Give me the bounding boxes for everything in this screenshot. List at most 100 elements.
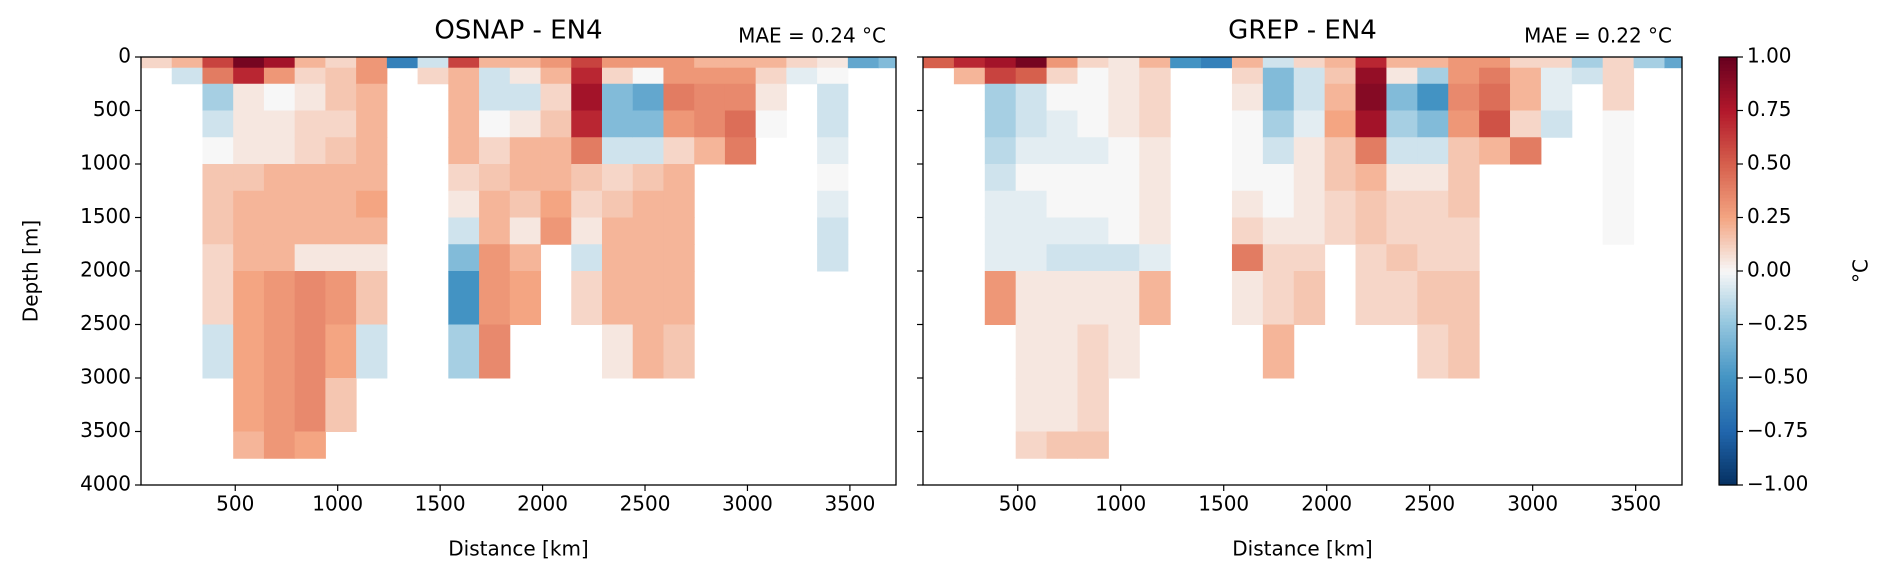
heatmap-cell <box>984 110 1017 138</box>
heatmap-cell <box>1448 217 1480 245</box>
colorbar-segment <box>1719 281 1737 285</box>
heatmap-cell <box>479 57 511 69</box>
heatmap-cell <box>294 271 326 325</box>
colorbar-segment <box>1719 438 1737 443</box>
heatmap-cell <box>632 244 664 272</box>
heatmap-cell <box>479 190 511 218</box>
colorbar-segment <box>1719 153 1737 158</box>
colorbar-segment <box>1719 414 1737 419</box>
colorbar-segment <box>1719 224 1737 229</box>
colorbar-segment <box>1719 110 1737 115</box>
heatmap-cell <box>1355 57 1387 69</box>
heatmap-cell <box>1139 217 1171 245</box>
colorbar-segment <box>1719 327 1737 332</box>
heatmap-cell <box>540 190 572 218</box>
heatmap-cell <box>1664 57 1683 69</box>
heatmap-cell <box>1540 67 1573 85</box>
heatmap-cell <box>263 244 296 272</box>
colorbar-segment <box>1719 347 1737 352</box>
heatmap-cell <box>1355 164 1387 192</box>
annotation: MAE = 0.24 °C <box>738 24 886 48</box>
heatmap-cell <box>817 190 849 218</box>
heatmap-cell <box>1293 67 1326 85</box>
colorbar-tick-label: 0.25 <box>1747 204 1792 228</box>
heatmap-cell <box>1139 67 1171 85</box>
heatmap-cell <box>448 217 480 245</box>
colorbar-segment <box>1719 408 1737 413</box>
colorbar-segment <box>1719 367 1737 372</box>
colorbar-segment <box>1719 230 1737 235</box>
heatmap-cell <box>984 244 1017 272</box>
heatmap-cell <box>1139 110 1171 138</box>
heatmap-cell <box>984 57 1017 69</box>
heatmap-cell <box>663 137 695 165</box>
heatmap-cell <box>1262 83 1295 111</box>
colorbar-segment <box>1719 143 1737 148</box>
heatmap-cell <box>1262 67 1295 85</box>
colorbar-segment <box>1719 394 1737 399</box>
heatmap-cell <box>263 83 296 111</box>
colorbar-segment <box>1719 177 1737 182</box>
heatmap-cell <box>755 67 787 85</box>
heatmap-cell <box>1108 83 1140 111</box>
heatmap-cell <box>1602 164 1635 192</box>
heatmap-cell <box>509 110 542 138</box>
heatmap-cell <box>632 137 664 165</box>
heatmap-cell <box>448 57 480 69</box>
colorbar-segment <box>1719 187 1737 192</box>
colorbar-segment <box>1719 150 1737 155</box>
heatmap-cell <box>601 190 634 218</box>
heatmap-cell <box>1046 271 1078 325</box>
heatmap-cell <box>1262 137 1295 165</box>
heatmap-cell <box>817 83 849 111</box>
colorbar-segment <box>1719 297 1737 302</box>
heatmap-cell <box>233 67 265 85</box>
colorbar-tick-label: 1.00 <box>1747 44 1792 68</box>
colorbar-segment <box>1719 77 1737 82</box>
y-tick-label: 2500 <box>80 311 131 335</box>
heatmap-cell <box>571 83 603 111</box>
heatmap-cell <box>632 110 664 138</box>
heatmap-cell <box>509 190 542 218</box>
heatmap-cell <box>1417 217 1449 245</box>
heatmap-cell <box>632 164 664 192</box>
heatmap-cell <box>694 67 726 85</box>
heatmap-cell <box>755 83 787 111</box>
y-axis-label: Depth [m] <box>19 220 43 322</box>
heatmap-cell <box>325 324 357 379</box>
colorbar-segment <box>1719 428 1737 433</box>
colorbar-segment <box>1719 140 1737 145</box>
heatmap-cell <box>1448 110 1480 138</box>
heatmap-cell <box>448 324 480 379</box>
x-axis-label: Distance [km] <box>448 537 588 561</box>
heatmap-cell <box>1046 244 1078 272</box>
heatmap-cell <box>1139 57 1171 69</box>
heatmap-cell <box>984 271 1017 325</box>
heatmap-cell <box>786 57 818 69</box>
colorbar-segment <box>1719 170 1737 175</box>
heatmap-cell <box>632 271 664 325</box>
heatmap-cell <box>1479 137 1511 165</box>
heatmap-cell <box>724 83 757 111</box>
heatmap-cell <box>601 164 634 192</box>
heatmap-cell <box>325 137 357 165</box>
heatmap-cell <box>386 57 419 69</box>
colorbar-segment <box>1719 57 1737 61</box>
heatmap-cell <box>479 164 511 192</box>
heatmap-cell <box>1015 324 1048 379</box>
heatmap-cell <box>202 190 234 218</box>
heatmap-cell <box>663 244 695 272</box>
x-tick-label: 3500 <box>824 492 875 516</box>
heatmap-cell <box>233 324 265 379</box>
heatmap-cell <box>479 137 511 165</box>
heatmap-cell <box>1077 244 1109 272</box>
heatmap-cell <box>984 190 1017 218</box>
colorbar-segment <box>1719 240 1737 245</box>
x-axis-label: Distance [km] <box>1232 537 1372 561</box>
heatmap-cell <box>1602 190 1635 218</box>
colorbar-segment <box>1719 113 1737 118</box>
heatmap-cell <box>1293 83 1326 111</box>
colorbar-segment <box>1719 384 1737 389</box>
annotation: MAE = 0.22 °C <box>1524 24 1672 48</box>
colorbar-segment <box>1719 434 1737 439</box>
